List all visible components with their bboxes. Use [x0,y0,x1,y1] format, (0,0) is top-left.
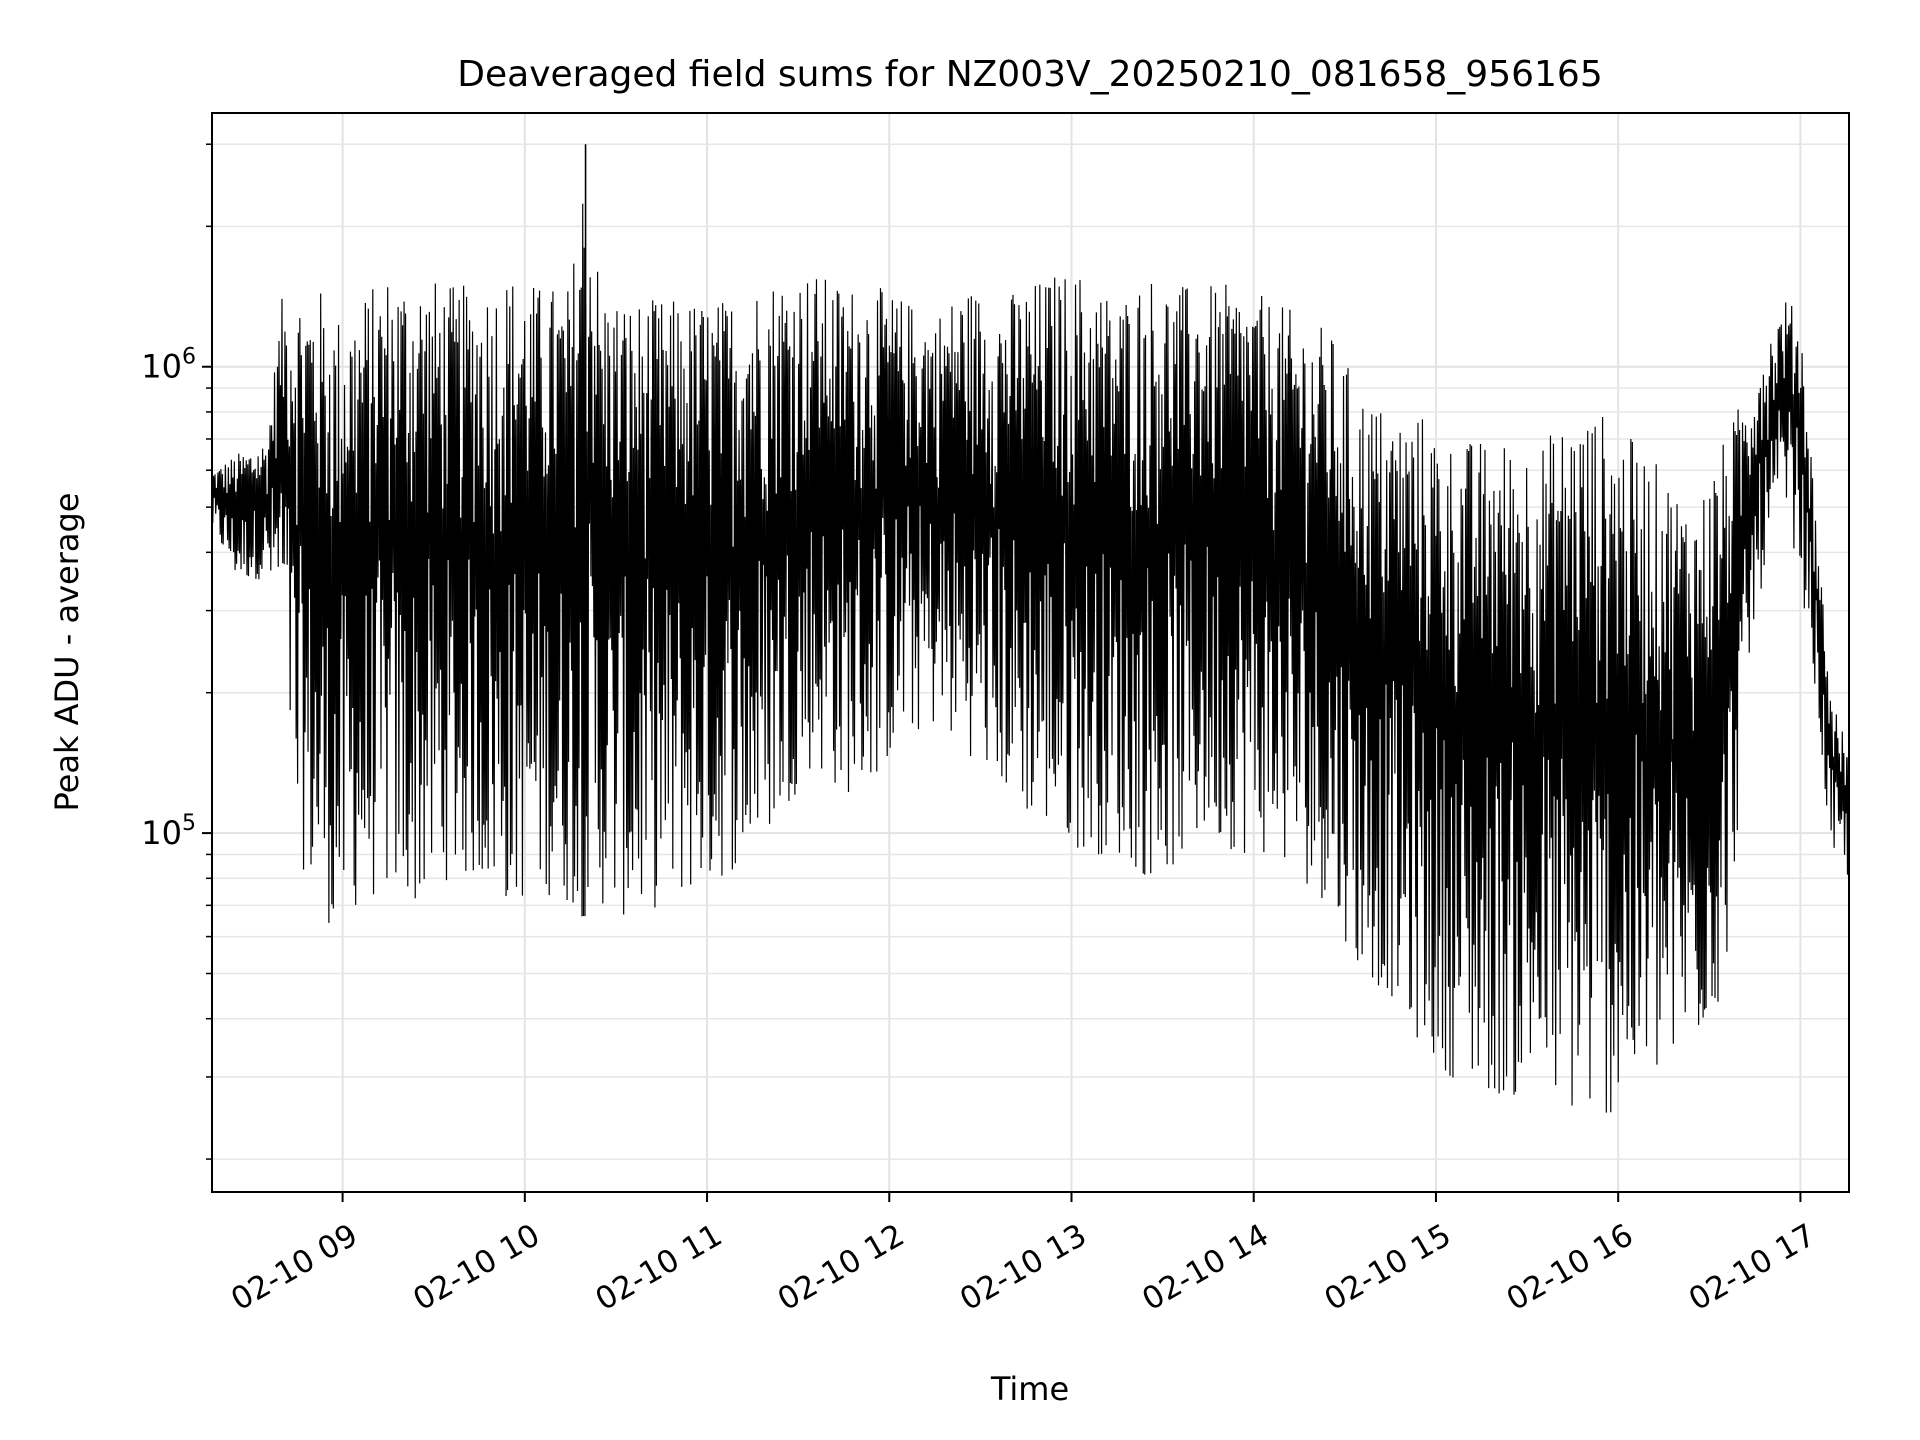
plot-area [211,144,1850,1113]
y-tick-label: 105 [141,811,196,852]
plot-frame [211,112,1850,1193]
series-line [211,203,1850,1113]
x-axis-label: Time [990,1370,1069,1408]
chart-title: Deaveraged field sums for NZ003V_2025021… [457,54,1602,95]
y-axis-label: Peak ADU - average [48,493,86,812]
y-tick-label: 106 [141,345,196,386]
